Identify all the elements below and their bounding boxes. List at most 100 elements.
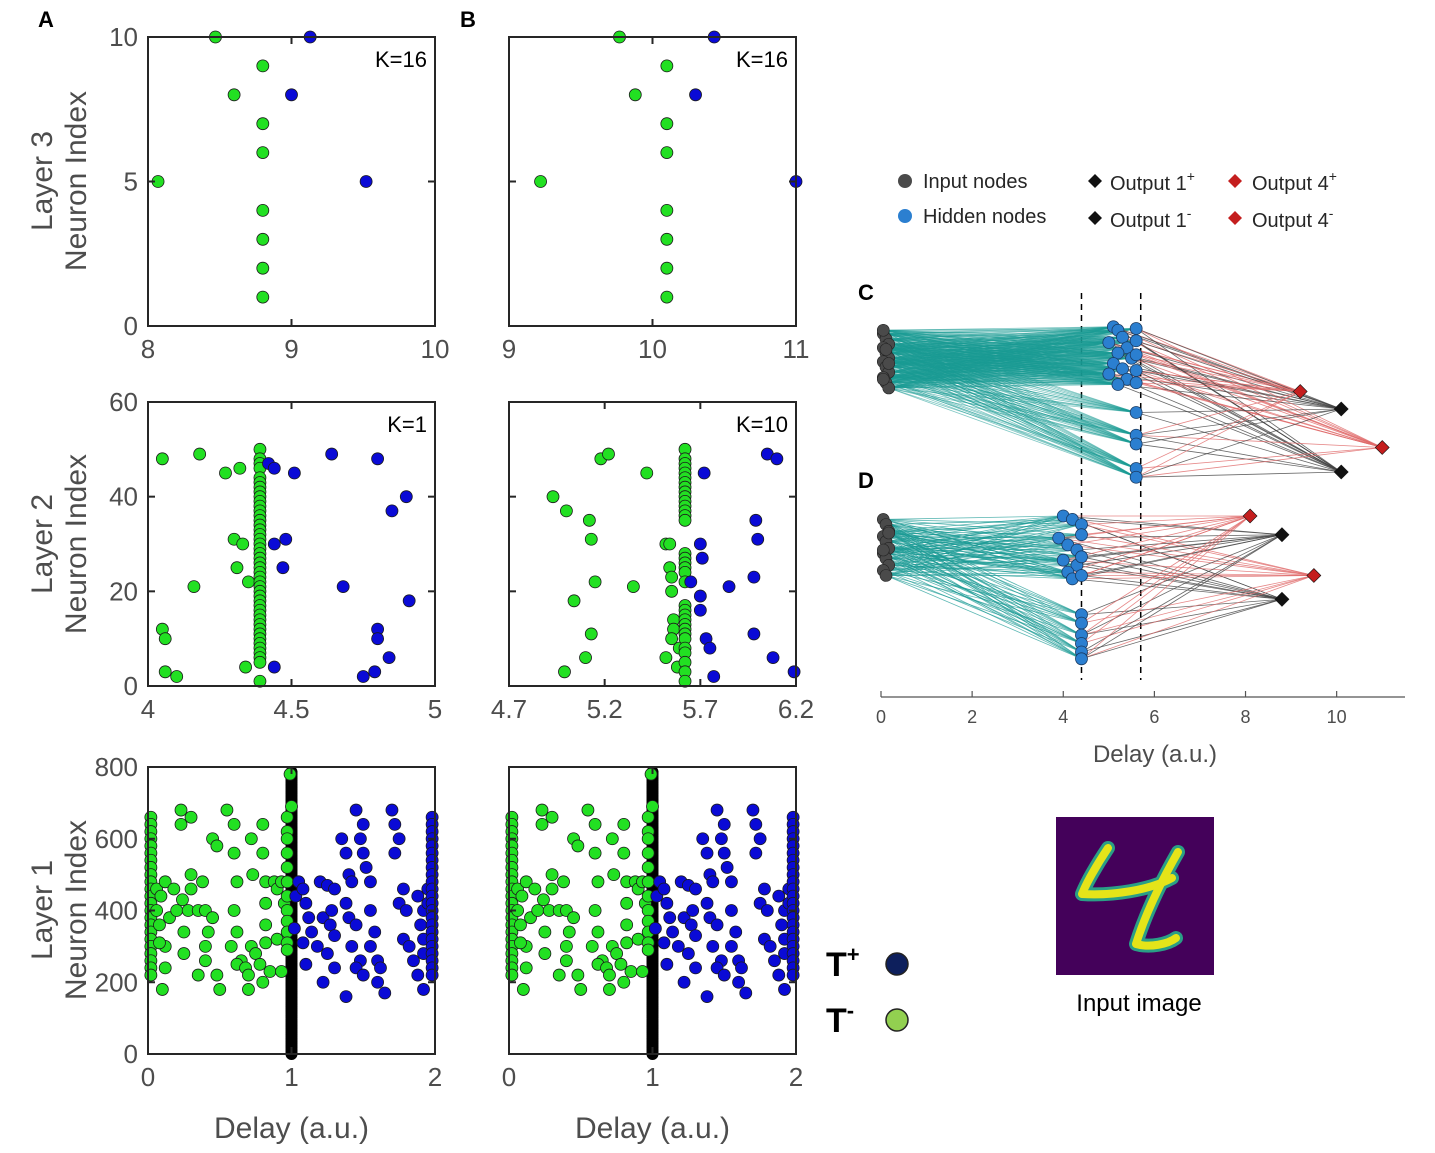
t-plus-point [336, 580, 350, 593]
edge-hidden-output [1135, 370, 1342, 473]
axes-box [508, 36, 797, 327]
t-minus-point [659, 651, 673, 664]
edge-hidden-output [1108, 342, 1342, 473]
t-plus-point [399, 904, 413, 917]
y-tick-label: 60 [109, 387, 138, 417]
t-plus-point [305, 925, 318, 939]
k-annotation: K=1 [387, 412, 427, 437]
edge-input-hidden [883, 373, 1109, 380]
edge-input-hidden [883, 534, 1082, 551]
t-plus-point [402, 939, 416, 953]
edge-hidden-output [1081, 515, 1251, 576]
t-minus-point [256, 232, 270, 246]
edge-input-hidden [888, 328, 1137, 364]
t-minus-point [646, 800, 659, 813]
hidden-node [1052, 531, 1066, 545]
edge-input-hidden [888, 519, 1073, 534]
edge-hidden-output [1136, 412, 1342, 473]
edge-hidden-output [1063, 515, 1283, 536]
t-minus-point [259, 918, 273, 932]
edge-input-hidden [883, 326, 1114, 363]
t-plus-point [371, 975, 385, 989]
x-tick-label: 6.2 [778, 694, 814, 724]
hidden-node [1075, 569, 1088, 582]
t-plus-point [660, 896, 674, 910]
t-plus-point [747, 627, 761, 641]
t-plus-point [388, 818, 402, 831]
t-plus-point [751, 532, 765, 546]
t-minus-point [184, 810, 198, 824]
t-minus-point [196, 875, 209, 889]
y-tick-label: 400 [95, 896, 138, 926]
edge-input-hidden [888, 363, 1109, 375]
edge-input-hidden [883, 570, 1082, 615]
edge-input-hidden [888, 387, 1137, 478]
edge-input-hidden [883, 519, 1082, 660]
t-plus-point [749, 818, 763, 831]
t-minus-point [177, 947, 191, 960]
y-tick-label: 0 [124, 671, 138, 701]
t-minus-point [574, 983, 588, 996]
t-minus-point [227, 88, 241, 102]
edge-input-hidden [883, 553, 1064, 561]
edge-input-hidden [888, 532, 1077, 566]
input-node [876, 372, 890, 386]
t-plus-point [766, 651, 780, 664]
t-minus-point [545, 810, 559, 824]
t-minus-point [571, 839, 585, 853]
t-minus-label: T- [826, 998, 854, 1040]
x-tick-label: 9 [502, 334, 516, 364]
edge-input-hidden [883, 536, 1082, 653]
t-minus-point [144, 968, 158, 982]
input-nodes-marker [898, 174, 912, 188]
edge-hidden-output [1076, 549, 1283, 600]
t-plus-point [316, 975, 330, 989]
t-minus-point [641, 861, 655, 874]
edge-hidden-output [1136, 408, 1342, 436]
t-plus-point [684, 575, 698, 589]
hidden-node [1056, 553, 1070, 567]
t-minus-point [620, 936, 634, 950]
digit-stroke [1078, 844, 1176, 899]
t-minus-point [641, 875, 655, 889]
x-tick-label: 5.7 [682, 694, 718, 724]
t-plus-point [267, 461, 281, 475]
edge-hidden-output [1136, 354, 1301, 392]
edge-input-hidden [888, 532, 1059, 539]
edge-input-hidden [885, 326, 1114, 350]
t-plus-point [364, 875, 377, 889]
edge-hidden-output [1072, 578, 1283, 600]
t-plus-point [353, 832, 367, 846]
t-minus-point [660, 59, 674, 73]
edge-input-hidden [886, 571, 1068, 576]
edge-hidden-output [1136, 447, 1383, 469]
edge-input-hidden [883, 329, 1109, 343]
t-plus-point [287, 922, 301, 935]
t-minus-point [210, 839, 224, 853]
panel-letter-d: D [858, 468, 874, 493]
panel-letter-c: C [858, 280, 874, 305]
edge-hidden-output [1081, 575, 1283, 600]
edge-input-hidden [888, 532, 1082, 653]
t-plus-point [267, 660, 281, 674]
hidden-node [1129, 364, 1143, 377]
input-node [882, 526, 896, 540]
network-x-tick-label: 2 [967, 707, 977, 727]
t-minus-point [617, 818, 631, 831]
t-plus-point [359, 175, 373, 188]
y-axis-label: Layer 1Neuron Index [26, 820, 93, 1000]
t-minus-point [170, 670, 184, 683]
edge-hidden-output [1136, 408, 1342, 445]
t-plus-point [356, 846, 370, 860]
edge-hidden-output [1081, 515, 1251, 660]
edge-input-hidden [888, 532, 1077, 551]
edge-input-hidden [883, 549, 1082, 576]
t-plus-point [335, 832, 349, 846]
t-plus-point [697, 466, 711, 480]
edge-hidden-output [1081, 534, 1283, 576]
edge-hidden-output [1126, 347, 1301, 392]
hidden-node [1129, 470, 1143, 484]
t-plus-point [325, 447, 339, 461]
t-minus-point [531, 904, 545, 917]
t-plus-point [703, 641, 717, 655]
